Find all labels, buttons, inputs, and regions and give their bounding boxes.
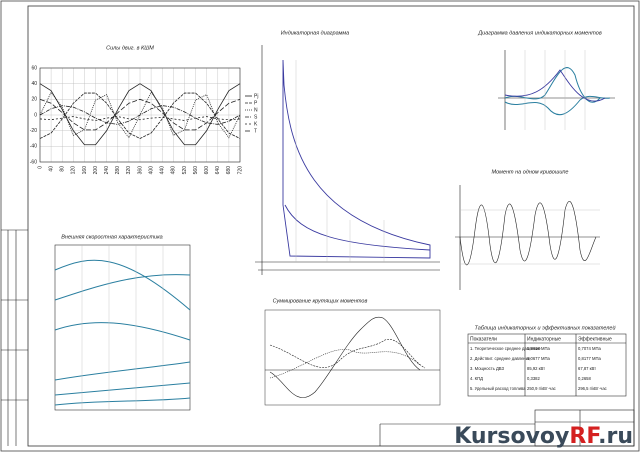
watermark-part: Kursovoy xyxy=(454,424,569,449)
table-cell: 0,2658 xyxy=(578,376,591,381)
legend-label: T xyxy=(254,128,257,134)
table-cell: 1,9618 МПа xyxy=(527,346,550,351)
x-tick-label: 360 xyxy=(137,166,143,175)
x-tick-label: 200 xyxy=(93,166,99,175)
x-tick-label: 440 xyxy=(160,166,166,175)
x-tick-label: 680 xyxy=(226,166,232,175)
x-tick-label: 0 xyxy=(37,166,43,169)
characteristic-chart xyxy=(54,244,191,411)
legend-label: N xyxy=(254,107,258,113)
y-tick-label: -60 xyxy=(30,159,37,165)
series-line xyxy=(39,83,241,146)
y-tick-label: 60 xyxy=(31,65,37,71)
table-cell: 67,87 кВт xyxy=(578,366,596,371)
x-tick-label: 600 xyxy=(204,166,210,175)
x-tick-label: 480 xyxy=(171,166,177,175)
table-cell: 85,92 кВт xyxy=(527,366,545,371)
y-tick-label: 40 xyxy=(31,81,37,87)
x-tick-label: 160 xyxy=(82,166,88,175)
table-cell: 5. Удельный расход топлива xyxy=(470,386,526,391)
chart-title: Момент на одном кривошипе xyxy=(492,169,569,175)
table-cell: 4. КПД xyxy=(470,376,483,381)
table: Показатели Индикаторные Эффективные 1. Теор… xyxy=(467,333,627,397)
x-tick-label: 120 xyxy=(71,166,77,175)
chart-title: Силы двиг. в КШМ xyxy=(106,45,154,51)
y-tick-label: 20 xyxy=(31,97,37,103)
x-tick-label: 400 xyxy=(148,166,154,175)
table-cell: 0,7074 МПа xyxy=(578,346,601,351)
table-title: Таблица индикаторных и эффективных показ… xyxy=(474,324,615,331)
chart-title: Индикаторная диаграмма xyxy=(281,30,350,36)
x-tick-label: 320 xyxy=(126,166,132,175)
y-tick-label: -20 xyxy=(30,128,37,134)
legend-label: K xyxy=(254,121,258,127)
series-line xyxy=(39,116,241,121)
table-cell: 250,9 г/кВт·час xyxy=(527,386,556,391)
table-cell: 1,0677 МПа xyxy=(527,356,550,361)
table-header: Индикаторные xyxy=(527,336,561,342)
x-tick-label: 520 xyxy=(182,166,188,175)
crank-chart xyxy=(455,185,600,290)
table-cell: 1. Теоретическое среднее давление xyxy=(470,346,541,351)
table-cell: 0,8177 МПа xyxy=(578,356,601,361)
x-tick-label: 80 xyxy=(60,166,66,172)
table-cell: 2. Действит. среднее давление xyxy=(470,356,531,361)
chart-title: Суммирование крутящих моментов xyxy=(273,298,368,304)
x-tick-label: 720 xyxy=(237,166,243,175)
indicator-diagram xyxy=(255,45,440,275)
chart-title: Диаграмма давления индикаторных моментов xyxy=(477,30,602,36)
x-tick-label: 640 xyxy=(215,166,221,175)
title-block xyxy=(379,409,635,447)
watermark: KursovoyRF.ru xyxy=(454,424,633,449)
watermark-part: .ru xyxy=(598,424,633,449)
frame xyxy=(27,5,635,447)
x-tick-label: 40 xyxy=(48,166,54,172)
sum-chart xyxy=(264,309,441,406)
legend-label: S xyxy=(254,114,258,120)
x-tick-label: 240 xyxy=(104,166,110,175)
table-cell: 3. Мощность ДВЗ xyxy=(470,366,504,371)
y-tick-label: 0 xyxy=(34,112,37,118)
legend-label: Pj xyxy=(254,93,258,99)
x-tick-label: 280 xyxy=(115,166,121,175)
chart-title: Внешняя скоростная характеристика xyxy=(61,234,162,240)
watermark-part: RF xyxy=(569,424,600,449)
table-header: Эффективные xyxy=(578,336,612,342)
table-cell: 296,5 г/кВт·час xyxy=(578,386,607,391)
moments-diagram xyxy=(498,50,615,130)
x-tick-label: 560 xyxy=(193,166,199,175)
series-line xyxy=(39,98,241,131)
table-header: Показатели xyxy=(470,336,497,342)
legend-label: P xyxy=(254,100,258,106)
table-cell: 0,3382 xyxy=(527,376,540,381)
y-tick-label: -40 xyxy=(30,144,37,150)
left-stamp xyxy=(1,229,28,446)
series-line xyxy=(39,92,241,139)
